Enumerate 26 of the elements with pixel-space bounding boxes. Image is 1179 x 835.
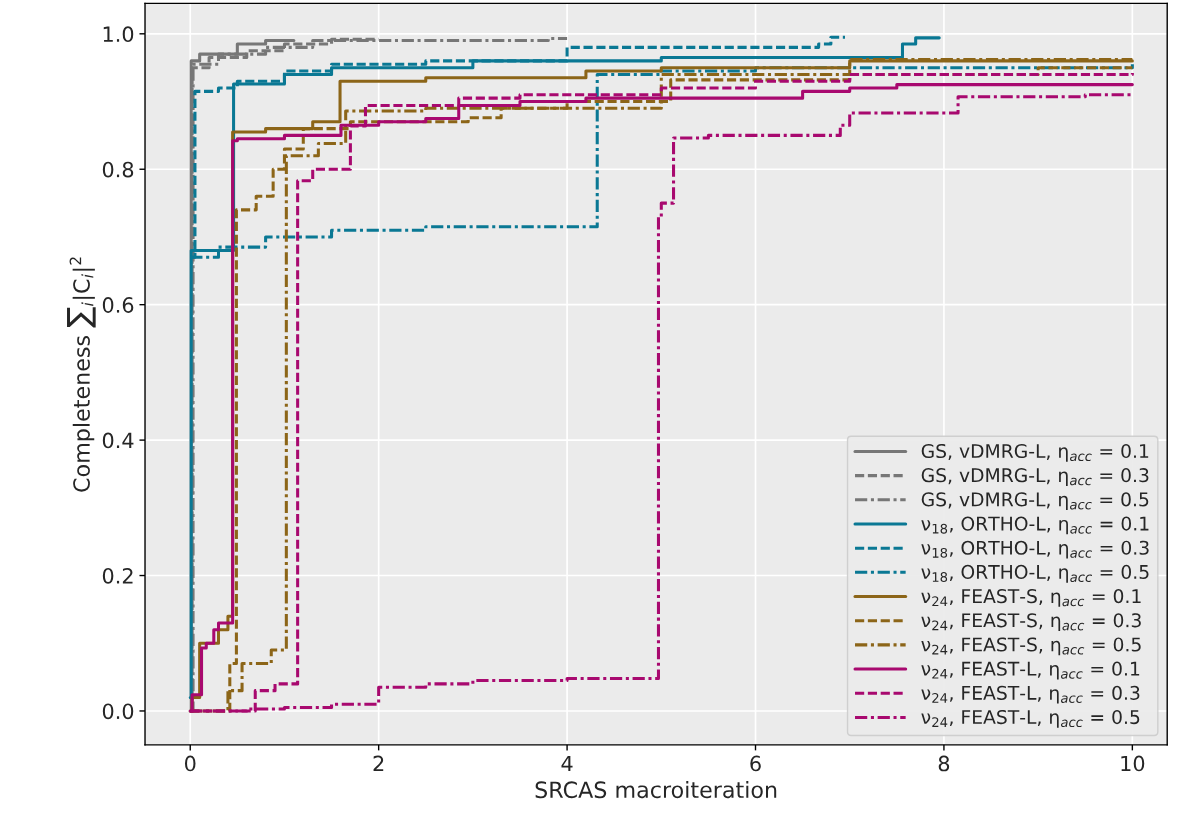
legend-label: ν$_{18}$, ORTHO-L, η$_{acc}$ = 0.3 [921,540,1149,559]
legend-label: ν$_{18}$, ORTHO-L, η$_{acc}$ = 0.1 [921,516,1149,535]
legend-label: ν$_{24}$, FEAST-L, η$_{acc}$ = 0.3 [921,685,1140,704]
legend-label: GS, vDMRG-L, η$_{acc}$ = 0.3 [921,468,1149,486]
x-tick-label: 0 [184,755,196,772]
x-tick-label: 6 [750,755,761,772]
legend-label: ν$_{24}$, FEAST-L, η$_{acc}$ = 0.1 [921,661,1140,680]
x-tick-label: 8 [938,755,950,772]
y-tick-label: 1.0 [103,26,134,43]
x-tick-label: 2 [373,755,384,772]
legend-label: GS, vDMRG-L, η$_{acc}$ = 0.5 [921,492,1149,511]
legend-label: GS, vDMRG-L, η$_{acc}$ = 0.1 [921,443,1149,462]
y-tick-label: 0.0 [102,703,134,720]
legend-label: ν$_{24}$, FEAST-S, η$_{acc}$ = 0.5 [921,637,1141,656]
legend-label: ν$_{18}$, ORTHO-L, η$_{acc}$ = 0.5 [921,564,1149,583]
y-tick-label: 0.8 [102,161,134,178]
y-axis-title: Completeness ∑$_{i}$|C$_{i}$|$^{2}$ [67,257,96,492]
y-tick-label: 0.4 [102,432,134,449]
x-tick-label: 10 [1121,755,1145,772]
y-tick-label: 0.6 [102,297,134,313]
x-axis-title: SRCAS macroiteration [535,780,777,799]
y-tick-label: 0.2 [102,567,133,584]
legend-label: ν$_{24}$, FEAST-S, η$_{acc}$ = 0.3 [921,613,1141,632]
legend-label: ν$_{24}$, FEAST-S, η$_{acc}$ = 0.1 [921,589,1141,607]
x-tick-label: 4 [561,755,573,772]
legend-label: ν$_{24}$, FEAST-L, η$_{acc}$ = 0.5 [921,709,1140,728]
